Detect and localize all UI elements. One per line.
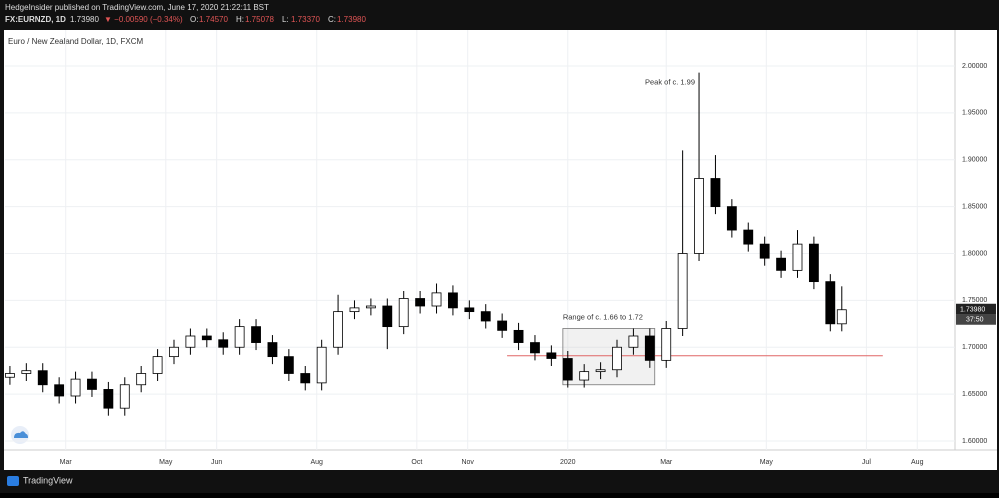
- candle-body: [87, 378, 97, 390]
- candle-body: [612, 346, 622, 371]
- candle-body: [218, 339, 229, 348]
- candle-body: [201, 335, 212, 341]
- x-tick-label: May: [760, 459, 774, 466]
- y-tick-label: 1.65000: [962, 391, 987, 398]
- ohlc-value: 1.74570: [199, 15, 228, 24]
- candle-body: [365, 305, 376, 309]
- ohlc-key: H:: [236, 15, 244, 24]
- y-tick-label: 1.60000: [962, 438, 987, 445]
- x-tick-label: Nov: [461, 459, 474, 466]
- candle-body: [776, 257, 786, 271]
- candle-body: [119, 384, 130, 409]
- candle-body: [251, 326, 261, 343]
- candle-body: [415, 298, 426, 307]
- candle-body: [743, 229, 754, 245]
- candle-body: [333, 311, 343, 348]
- candle-body: [382, 305, 393, 328]
- candle-body: [431, 292, 442, 307]
- publisher: HedgeInsider published on TradingView.co…: [5, 3, 269, 12]
- brand: TradingView: [23, 475, 73, 485]
- x-tick-label: Mar: [60, 459, 73, 466]
- candle-body: [349, 307, 360, 313]
- footer: [0, 470, 999, 493]
- candle-body: [546, 352, 557, 359]
- countdown: 37:50: [966, 317, 984, 324]
- y-tick-label: 1.95000: [962, 110, 987, 117]
- footer-logo: [7, 476, 19, 486]
- ohlc-value: 1.75078: [245, 15, 274, 24]
- candle-body: [836, 309, 847, 325]
- candle-body: [448, 292, 458, 309]
- candle-body: [595, 369, 606, 373]
- x-tick-label: Aug: [311, 459, 324, 466]
- candle-body: [464, 307, 475, 313]
- candle-body: [37, 370, 48, 386]
- candle-body: [726, 206, 737, 231]
- candle-body: [661, 328, 672, 361]
- x-tick-label: May: [159, 459, 173, 466]
- x-tick-label: Oct: [411, 459, 422, 466]
- symbol: FX:EURNZD, 1D: [5, 15, 66, 24]
- candle-body: [825, 281, 836, 325]
- candle-body: [398, 298, 409, 328]
- candle-body: [21, 370, 32, 374]
- candle-body: [808, 243, 819, 283]
- candle-body: [316, 346, 327, 384]
- range-label: Range of c. 1.66 to 1.72: [563, 312, 643, 321]
- y-tick-label: 2.00000: [962, 63, 987, 70]
- candle-body: [677, 253, 688, 329]
- candle-body: [644, 335, 655, 361]
- candle-body: [759, 243, 770, 259]
- y-tick-label: 1.80000: [962, 250, 987, 257]
- ohlc-key: O:: [190, 15, 198, 24]
- candle-body: [513, 329, 524, 343]
- candle-body: [562, 358, 573, 381]
- candle-body: [70, 378, 81, 397]
- candle-body: [497, 320, 508, 331]
- chart-title: Euro / New Zealand Dollar, 1D, FXCM: [8, 37, 143, 46]
- candle-body: [628, 335, 639, 348]
- y-tick-label: 1.90000: [962, 157, 987, 164]
- candle-body: [283, 356, 294, 374]
- x-tick-label: 2020: [560, 459, 576, 466]
- candle-body: [5, 373, 15, 378]
- candle-body: [234, 326, 245, 348]
- ohlc-key: L:: [282, 15, 289, 24]
- candle-body: [792, 243, 803, 271]
- ohlc-value: 1.73980: [337, 15, 366, 24]
- x-tick-label: Mar: [660, 459, 673, 466]
- x-tick-label: Jul: [862, 459, 871, 466]
- candle-body: [136, 373, 147, 386]
- candle-body: [710, 178, 721, 208]
- x-tick-label: Jun: [211, 459, 222, 466]
- candle-body: [185, 335, 196, 348]
- candle-body: [694, 178, 704, 254]
- candle-body: [300, 373, 311, 384]
- ohlc-key: C:: [328, 15, 336, 24]
- countdown-tag: [956, 314, 996, 325]
- candle-body: [530, 342, 540, 354]
- candle-body: [579, 371, 590, 381]
- y-tick-label: 1.75000: [962, 297, 987, 304]
- y-tick-label: 1.70000: [962, 344, 987, 351]
- ohlc-value: 1.73370: [291, 15, 320, 24]
- chart-panel: [4, 30, 997, 470]
- candle-body: [103, 389, 114, 409]
- candle-body: [267, 342, 278, 358]
- price-tag: [956, 303, 996, 315]
- candle-body: [54, 384, 65, 397]
- candle-body: [169, 346, 179, 358]
- candle-body: [480, 311, 491, 322]
- x-tick-label: Aug: [911, 459, 924, 466]
- logo-icon: [11, 426, 29, 444]
- last-price: 1.73980: [960, 307, 985, 314]
- range-box: [562, 328, 656, 386]
- change: ▼ −0.00590 (−0.34%): [104, 15, 183, 24]
- price: 1.73980: [70, 15, 99, 24]
- y-tick-label: 1.85000: [962, 203, 987, 210]
- candle-body: [152, 356, 163, 374]
- peak-label: Peak of c. 1.99: [645, 77, 695, 86]
